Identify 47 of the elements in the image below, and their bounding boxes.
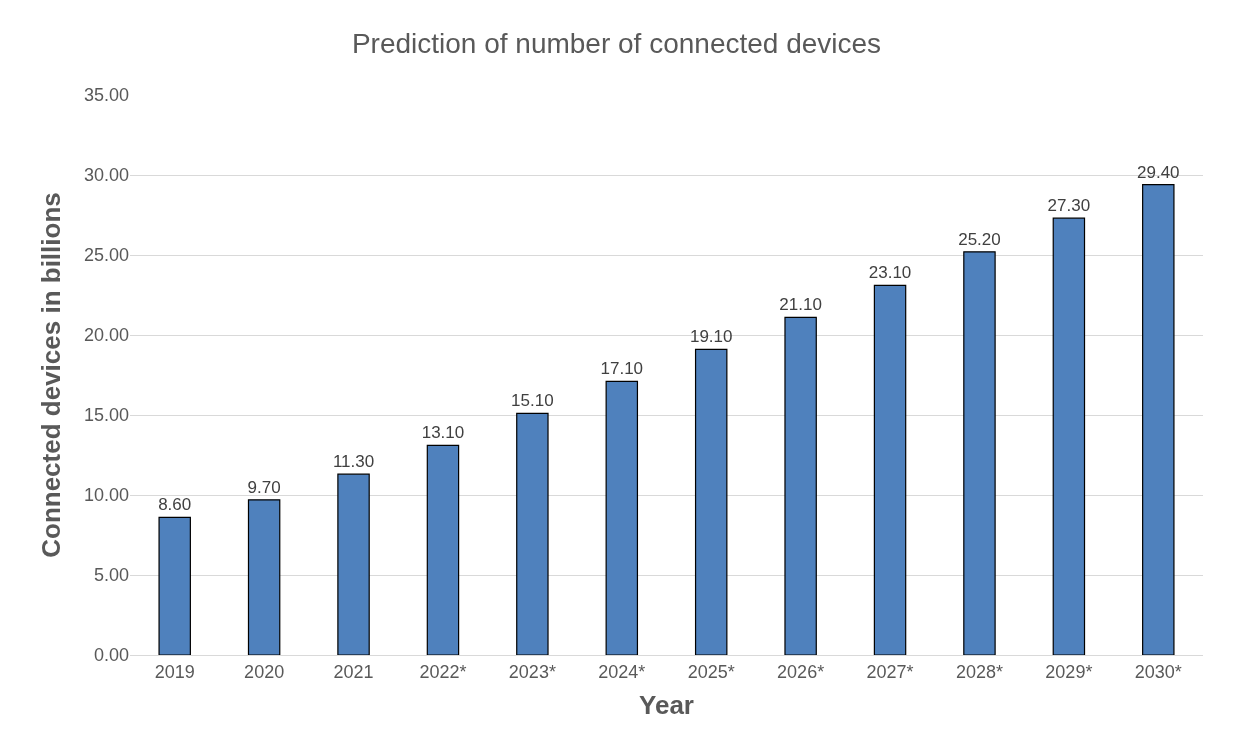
x-tick-label: 2027*	[866, 661, 914, 682]
data-label: 8.60	[158, 495, 192, 515]
x-axis-title: Year	[639, 690, 694, 721]
x-tick-label: 2022*	[419, 661, 467, 682]
bar	[605, 380, 639, 655]
chart-title: Prediction of number of connected devices	[351, 28, 882, 60]
y-tick-label: 5.00	[93, 565, 129, 586]
data-label: 25.20	[958, 229, 1001, 249]
y-tick-label: 15.00	[83, 405, 129, 426]
bar	[426, 444, 460, 655]
x-tick-label: 2019	[154, 661, 195, 682]
data-label: 11.30	[332, 452, 375, 472]
x-tick-label: 2028*	[955, 661, 1003, 682]
x-tick-label: 2021	[333, 661, 374, 682]
data-label: 13.10	[421, 423, 465, 443]
bar	[694, 348, 728, 655]
bar	[516, 412, 549, 655]
bar	[1142, 184, 1175, 655]
y-tick-label: 30.00	[83, 165, 129, 186]
x-tick-label: 2023*	[508, 661, 556, 682]
y-tick-label: 25.00	[83, 245, 129, 266]
data-label: 29.40	[1137, 162, 1180, 182]
x-tick-label: 2029*	[1045, 661, 1093, 682]
data-label: 23.10	[868, 263, 912, 283]
x-tick-label: 2026*	[777, 661, 825, 682]
data-label: 19.10	[689, 327, 733, 347]
data-label: 17.10	[600, 359, 644, 379]
bar	[247, 499, 281, 655]
bar	[784, 316, 817, 655]
x-tick-label: 2030*	[1134, 661, 1182, 682]
data-label: 15.10	[511, 391, 554, 411]
y-axis-title: Connected devices in billions	[36, 192, 67, 558]
y-tick-label: 10.00	[83, 485, 129, 506]
bar	[158, 516, 191, 655]
data-label: 21.10	[779, 295, 822, 315]
data-label: 27.30	[1047, 196, 1091, 216]
x-tick-label: 2020	[244, 661, 285, 682]
y-tick-label: 0.00	[93, 645, 129, 666]
y-tick-label: 20.00	[83, 325, 129, 346]
x-tick-label: 2024*	[598, 661, 646, 682]
y-tick-label: 35.00	[83, 85, 129, 106]
bar	[337, 473, 370, 655]
bar	[1052, 217, 1086, 655]
bar	[873, 284, 907, 655]
data-label: 9.70	[247, 477, 281, 497]
bar	[963, 251, 996, 655]
x-tick-label: 2025*	[687, 661, 735, 682]
